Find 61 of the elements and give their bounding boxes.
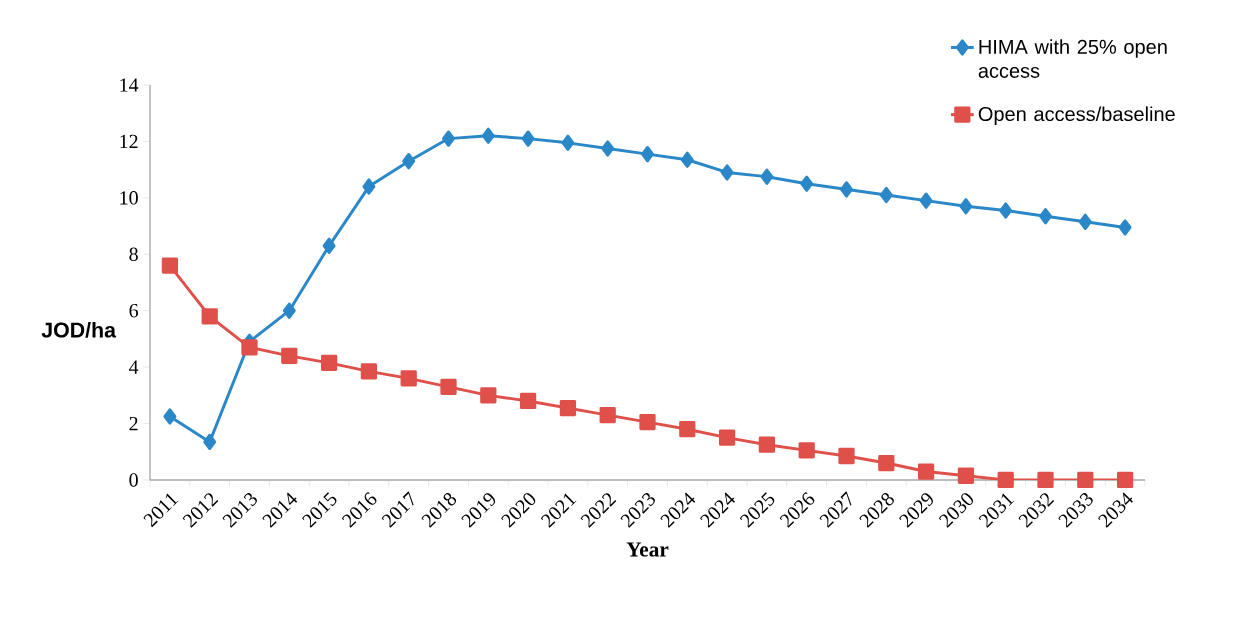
point xyxy=(878,454,895,472)
point xyxy=(1116,471,1134,489)
point xyxy=(718,429,736,446)
point xyxy=(362,178,376,195)
y-tick-label: 0 xyxy=(129,473,138,487)
point xyxy=(999,202,1013,219)
point xyxy=(201,308,218,325)
y-tick-label: 8 xyxy=(129,247,138,262)
point xyxy=(720,164,734,181)
point xyxy=(440,378,457,396)
point xyxy=(480,387,497,404)
point xyxy=(519,392,537,410)
y-tick-label: 4 xyxy=(129,360,139,374)
point xyxy=(919,192,933,209)
point xyxy=(639,414,656,431)
point xyxy=(282,302,296,319)
point xyxy=(838,447,855,465)
point xyxy=(997,471,1014,489)
point xyxy=(798,442,815,459)
point xyxy=(1037,471,1054,489)
point xyxy=(320,354,338,372)
y-axis-title: JOD/ha xyxy=(41,321,117,338)
point xyxy=(1078,213,1092,230)
point xyxy=(760,168,774,185)
point xyxy=(521,130,535,147)
point xyxy=(601,140,615,157)
y-tick-label: 12 xyxy=(120,134,138,149)
legend-label: HIMA with 25% open access xyxy=(978,39,1167,78)
point xyxy=(241,339,258,356)
point xyxy=(758,436,776,453)
point xyxy=(840,181,853,198)
point xyxy=(281,347,298,364)
y-tick-label: 6 xyxy=(129,303,139,318)
point xyxy=(1077,471,1094,489)
y-tick-label: 2 xyxy=(129,416,138,431)
point xyxy=(402,153,416,170)
point xyxy=(879,186,893,204)
point xyxy=(360,363,378,380)
point xyxy=(599,406,616,424)
point xyxy=(959,198,973,215)
point xyxy=(400,370,417,387)
point xyxy=(203,433,217,451)
point xyxy=(1039,208,1052,225)
point xyxy=(163,408,177,425)
point xyxy=(679,421,696,438)
point xyxy=(641,145,654,163)
legend-label: Open access/baseline xyxy=(978,106,1175,126)
y-tick-label: 14 xyxy=(120,78,139,92)
point xyxy=(800,175,814,192)
point xyxy=(917,463,935,480)
point xyxy=(481,127,495,144)
point xyxy=(680,151,694,168)
x-axis-title: Year xyxy=(626,542,669,557)
point xyxy=(322,237,336,254)
point xyxy=(442,130,455,147)
y-tick-label: 10 xyxy=(120,191,138,205)
point xyxy=(561,134,575,151)
point xyxy=(957,467,975,484)
point xyxy=(1118,219,1132,236)
point xyxy=(161,257,179,274)
point xyxy=(559,399,577,417)
